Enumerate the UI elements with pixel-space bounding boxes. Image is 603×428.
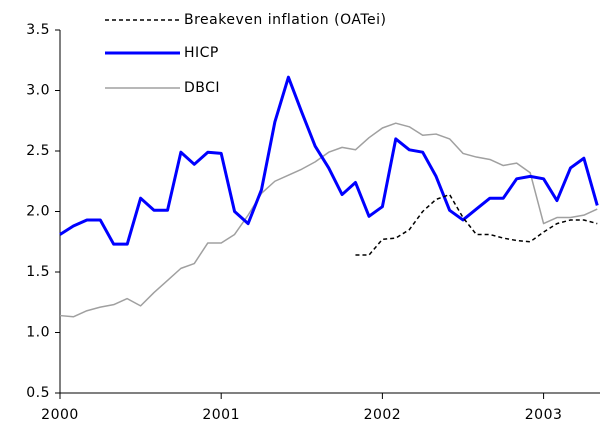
y-tick-label: 1.5 (26, 264, 50, 280)
y-tick-label: 3.0 (26, 83, 50, 99)
y-tick-label: 3.5 (26, 22, 50, 38)
y-tick-label: 2.0 (26, 204, 50, 220)
y-tick-label: 2.5 (26, 143, 50, 159)
series-line (59, 75, 599, 246)
x-tick-label: 2001 (202, 407, 240, 423)
x-tick-label: 2003 (525, 407, 563, 423)
y-tick-label: 0.5 (26, 385, 50, 401)
legend-label: HICP (184, 45, 219, 61)
legend-label: DBCI (184, 80, 220, 96)
y-tick-label: 1.0 (26, 325, 50, 341)
x-tick-label: 2002 (364, 407, 402, 423)
series-line (59, 122, 598, 318)
legend-label: Breakeven inflation (OATei) (184, 12, 386, 28)
x-tick-label: 2000 (41, 407, 79, 423)
series-line (355, 193, 598, 256)
